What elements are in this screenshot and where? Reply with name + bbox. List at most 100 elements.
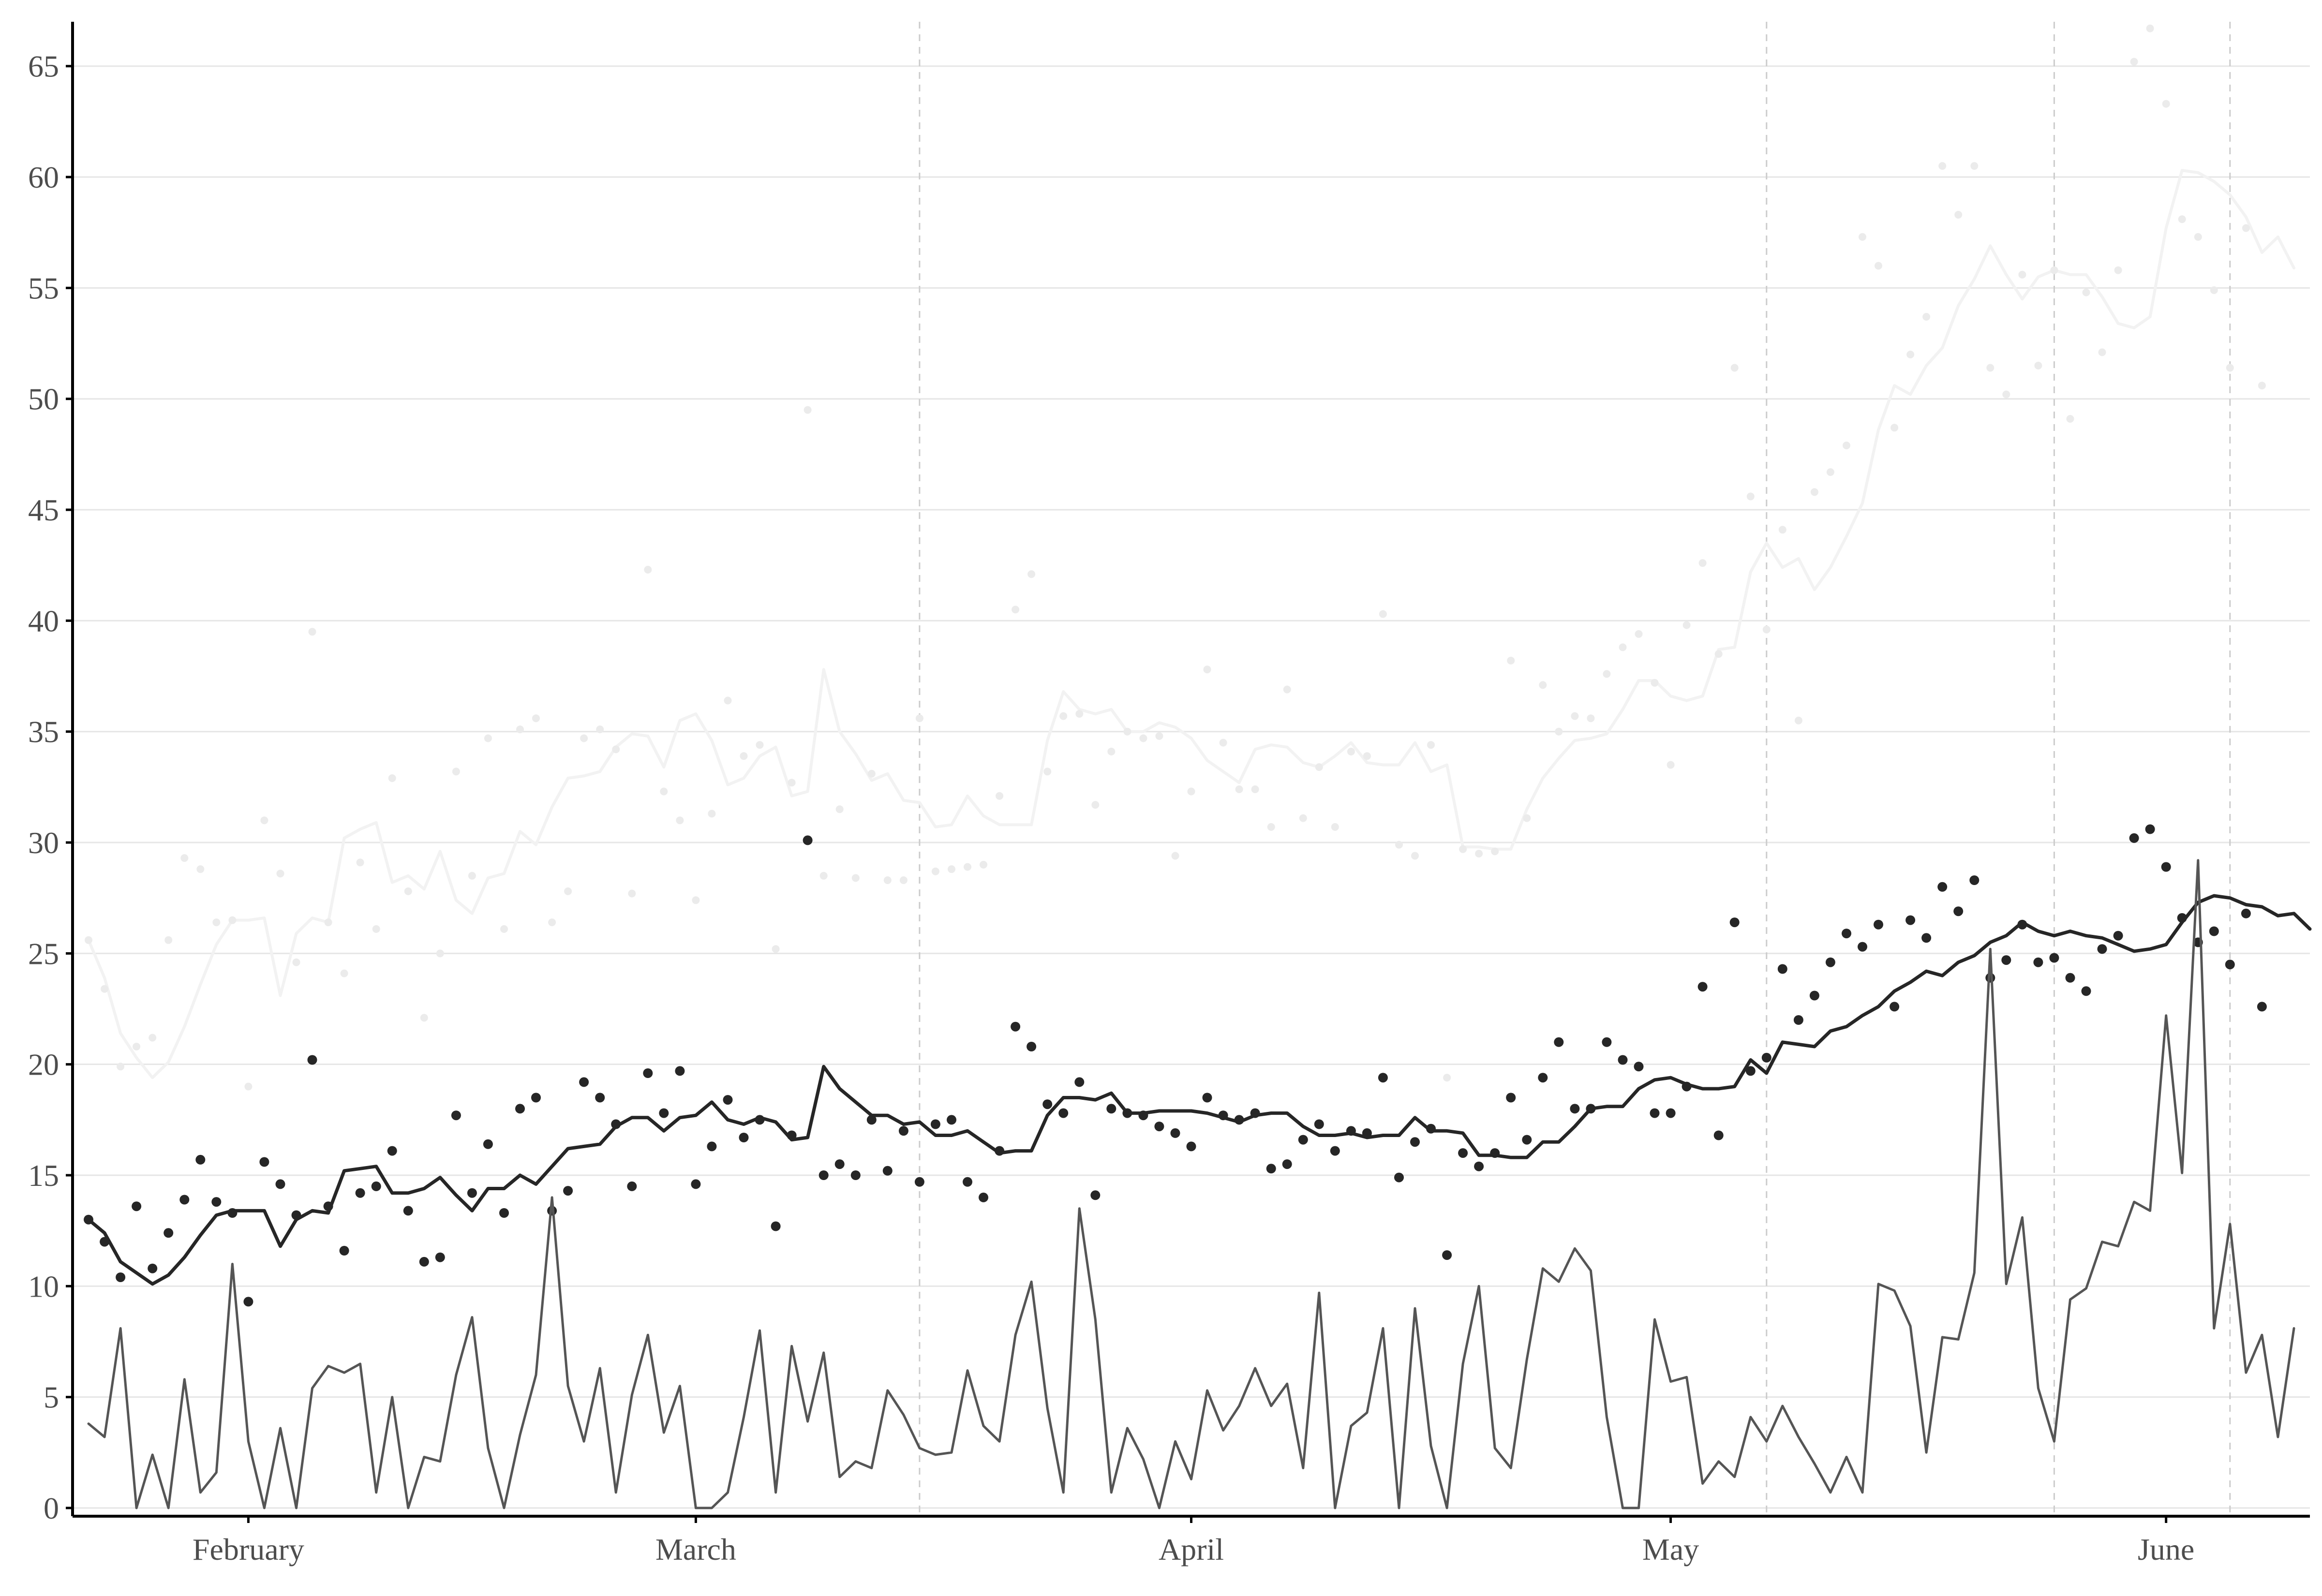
data-point [499,1208,509,1218]
data-point [1299,814,1307,822]
axes: 0 5 10 15 20 25 30 35 40 45 50 55 60 65 February March A… [28,22,2310,1566]
data-point [1058,1108,1069,1118]
data-point [883,876,892,884]
data-point [1074,1077,1085,1087]
data-point [1634,1062,1644,1072]
data-layer [84,24,2312,1509]
data-point [788,779,796,787]
data-point [1810,488,1818,496]
data-point [451,1110,461,1121]
data-point [1171,852,1179,860]
data-point [1523,814,1531,822]
data-point [355,1188,365,1198]
data-point [1713,1130,1724,1140]
data-point [1954,211,1963,219]
data-point [388,774,396,782]
data-point [1331,823,1339,831]
data-point [724,696,732,705]
data-point [692,896,700,904]
data-point [1075,710,1084,718]
data-point [563,1186,573,1196]
data-point [1874,919,1883,930]
data-point [930,1119,940,1129]
data-point [403,1206,413,1216]
data-point [1363,752,1371,760]
data-point [1427,741,1435,749]
data-point [579,1077,589,1087]
data-point [1778,526,1786,534]
data-point [1012,606,1020,614]
data-point [1347,748,1355,755]
data-point [1379,610,1387,618]
data-point [1842,929,1851,939]
data-point [356,858,364,867]
data-point [2194,233,2202,241]
data-point [436,949,444,958]
data-point [1635,630,1643,638]
data-point [1491,847,1499,856]
data-point [1859,233,1866,241]
data-point [339,1246,349,1256]
data-point [307,1055,317,1065]
data-point [2065,973,2075,983]
data-point [340,969,348,977]
data-point [196,865,205,873]
data-point [979,1192,988,1202]
data-point [1027,570,1036,578]
y-tick-label: 25 [28,936,59,971]
data-point [211,1197,222,1207]
data-point [1986,364,1995,372]
data-point [707,1141,717,1152]
x-tick-label: May [1642,1532,1699,1566]
data-point [1458,1148,1468,1158]
data-point [1969,875,1980,885]
data-point [244,1082,253,1091]
data-point [1714,650,1723,658]
data-point [2225,960,2235,970]
data-point [882,1166,893,1176]
data-point [164,936,173,944]
data-point [963,1177,972,1187]
data-point [1761,1052,1771,1063]
data-point [532,714,540,723]
data-point [1571,712,1579,720]
data-point [2242,224,2250,232]
x-tick-label: March [655,1532,736,1566]
data-point [1730,364,1739,372]
data-point [2113,931,2123,941]
data-point [1522,1135,1532,1145]
data-point [1394,1172,1404,1182]
data-point [1777,964,1787,974]
data-point [1554,1037,1564,1047]
data-point [1602,1037,1612,1047]
data-point [2130,58,2138,66]
data-point [628,889,636,898]
data-point [612,745,620,754]
data-point [1235,785,1243,793]
y-tick-label: 5 [44,1380,59,1415]
data-point [2050,266,2058,274]
data-point [1587,714,1595,723]
y-tick-label: 50 [28,382,59,416]
data-point [627,1181,637,1191]
data-point [548,918,556,927]
data-point [1570,1104,1580,1114]
data-point [1793,1015,1803,1025]
data-point [1459,845,1467,853]
data-point [596,725,604,734]
data-point [996,792,1004,800]
data-point [2098,348,2106,356]
data-point [483,1139,493,1149]
data-point [1619,643,1627,651]
data-point [275,1179,285,1189]
data-point [771,1221,781,1231]
data-point [1745,1066,1756,1076]
y-tick-label: 35 [28,715,59,749]
data-point [1746,492,1755,501]
data-point [2002,390,2010,399]
data-point [292,958,300,966]
data-point [1219,739,1227,747]
data-point [1906,351,1915,358]
data-point [1395,841,1403,849]
